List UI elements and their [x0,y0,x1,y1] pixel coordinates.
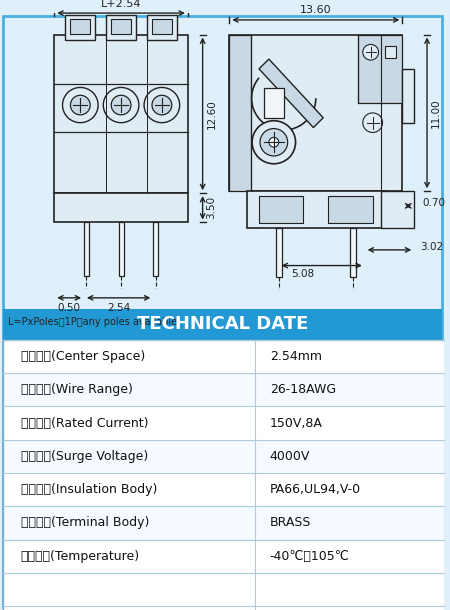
Bar [230,35,402,191]
Bar [3,309,442,340]
Bar [111,19,131,34]
Text: -40℃～105℃: -40℃～105℃ [270,550,350,562]
Circle shape [363,113,382,132]
Bar [358,35,402,103]
Text: 衝擊耕壓(Surge Voltage): 衝擊耕壓(Surge Voltage) [21,450,148,463]
Text: BRASS: BRASS [270,517,311,529]
Circle shape [260,129,288,156]
Text: 150V,8A: 150V,8A [270,417,323,429]
Circle shape [269,137,279,147]
Text: 0.50: 0.50 [58,303,81,313]
Bar [66,15,95,40]
Circle shape [152,95,172,115]
Bar [54,193,188,223]
Circle shape [111,95,131,115]
Text: 絶緣材料(Insulation Body): 絶緣材料(Insulation Body) [21,483,157,496]
Text: 11.00: 11.00 [431,98,441,127]
Text: 操作溫度(Temperature): 操作溫度(Temperature) [21,550,140,562]
Text: L=PxPoles（1P）any poles available: L=PxPoles（1P）any poles available [8,317,177,328]
Bar [276,228,282,278]
Polygon shape [259,59,323,127]
Text: 4000V: 4000V [270,450,310,463]
Bar [71,19,90,34]
Text: 5.08: 5.08 [291,270,314,279]
Bar [3,539,445,573]
Bar [259,196,303,223]
Circle shape [252,121,296,163]
Text: 26-18AWG: 26-18AWG [270,383,336,396]
Bar [3,373,445,406]
Bar [350,228,356,278]
Circle shape [63,87,98,123]
Text: 額定電流(Rated Current): 額定電流(Rated Current) [21,417,148,429]
Bar [3,506,445,539]
Bar [3,473,445,506]
Bar [106,15,136,40]
Bar [152,19,172,34]
Text: L+2.54: L+2.54 [101,0,141,9]
Text: 13.60: 13.60 [300,5,332,15]
Bar [381,191,414,228]
Text: 3.50: 3.50 [207,196,216,220]
Bar [3,340,445,373]
Bar [3,340,445,610]
Bar [230,35,251,191]
Bar [84,223,89,276]
Bar [3,406,445,440]
Bar [264,88,284,118]
Text: 2.54mm: 2.54mm [270,350,322,363]
Circle shape [144,87,180,123]
Text: 壓線範圍(Wire Range): 壓線範圍(Wire Range) [21,383,133,396]
Bar [54,35,188,193]
Bar [385,46,396,58]
Bar [328,196,373,223]
Circle shape [71,95,90,115]
Text: 3.02: 3.02 [420,242,443,252]
Circle shape [363,45,378,60]
Bar [119,223,124,276]
Text: TECHNICAL DATE: TECHNICAL DATE [137,315,308,333]
Bar [147,15,177,40]
Text: 12.60: 12.60 [207,99,216,129]
Bar [3,440,445,473]
Bar [247,191,385,228]
Circle shape [104,87,139,123]
Text: 端子材質(Terminal Body): 端子材質(Terminal Body) [21,517,149,529]
Bar [153,223,158,276]
Bar [3,340,445,610]
Text: 0.70: 0.70 [422,198,445,208]
Text: PA66,UL94,V-0: PA66,UL94,V-0 [270,483,361,496]
Text: 2.54: 2.54 [107,303,130,313]
Text: 端子間距(Center Space): 端子間距(Center Space) [21,350,145,363]
Bar [402,69,414,123]
